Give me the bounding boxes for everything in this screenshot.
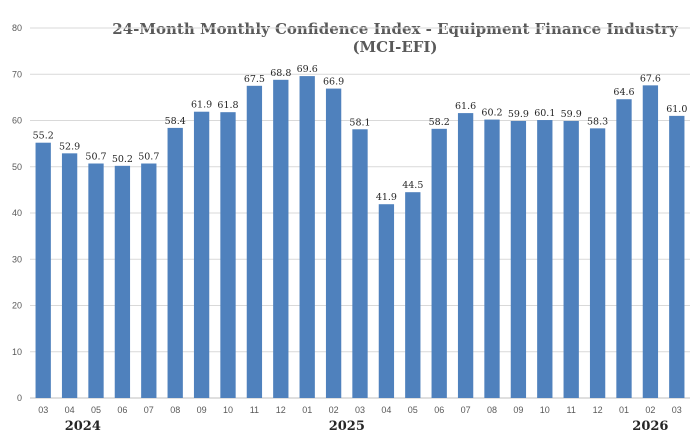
bar (537, 120, 553, 398)
data-label: 67.5 (244, 74, 265, 85)
x-tick-label: 03 (38, 405, 48, 415)
x-tick-label: 10 (223, 405, 233, 415)
y-tick-label: 10 (12, 347, 22, 357)
y-tick-label: 60 (12, 116, 22, 126)
bar (167, 127, 183, 399)
bar (299, 76, 315, 398)
bar (193, 111, 210, 399)
bar (220, 112, 236, 399)
x-tick-label: 01 (302, 405, 312, 415)
bar (510, 120, 527, 399)
year-label: 2025 (329, 419, 365, 434)
data-label: 58.3 (587, 116, 608, 127)
x-tick-label: 06 (434, 405, 444, 415)
bar (642, 85, 659, 398)
bar (405, 192, 421, 398)
data-label: 52.9 (59, 141, 80, 152)
bar (616, 99, 632, 398)
data-label: 67.6 (640, 73, 661, 84)
bar (431, 128, 447, 398)
y-tick-label: 30 (12, 254, 22, 264)
bar (141, 163, 157, 398)
bar (325, 88, 342, 399)
data-label: 61.8 (217, 100, 238, 111)
x-tick-label: 01 (619, 405, 629, 415)
bar (669, 115, 685, 398)
chart-title-line-1: 24-Month Monthly Confidence Index - Equi… (112, 20, 678, 38)
x-tick-label: 04 (381, 405, 391, 415)
data-label: 58.2 (429, 117, 450, 128)
y-tick-label: 20 (12, 301, 22, 311)
data-label: 50.2 (112, 154, 133, 165)
x-tick-label: 02 (329, 405, 339, 415)
bar (589, 128, 606, 399)
data-label: 50.7 (138, 152, 159, 163)
bar (352, 129, 368, 398)
data-label: 61.0 (666, 104, 687, 115)
x-tick-label: 09 (513, 405, 523, 415)
y-tick-label: 0 (17, 393, 22, 403)
bar (457, 113, 474, 398)
data-label: 58.4 (165, 116, 186, 127)
x-tick-label: 07 (461, 405, 471, 415)
x-tick-label: 03 (672, 405, 682, 415)
data-label: 61.9 (191, 100, 212, 111)
bar (246, 85, 263, 398)
data-label: 44.5 (402, 180, 423, 191)
data-label: 55.2 (33, 131, 54, 142)
x-tick-label: 08 (487, 405, 497, 415)
data-label: 61.6 (455, 101, 476, 112)
data-label: 59.9 (561, 109, 582, 120)
x-tick-label: 02 (645, 405, 655, 415)
data-label: 68.8 (270, 68, 291, 79)
x-tick-label: 11 (250, 405, 259, 415)
bar (61, 153, 78, 398)
data-label: 50.7 (85, 152, 106, 163)
data-label: 60.1 (534, 108, 555, 119)
bar (484, 119, 500, 398)
data-label: 60.2 (481, 108, 502, 119)
x-tick-label: 05 (408, 405, 418, 415)
data-label: 66.9 (323, 77, 344, 88)
bar (114, 165, 131, 398)
chart-title-line-2: (MCI-EFI) (352, 38, 438, 56)
x-tick-label: 11 (567, 405, 576, 415)
x-tick-label: 09 (197, 405, 207, 415)
year-label: 2024 (65, 419, 101, 434)
bar (35, 142, 51, 398)
y-tick-label: 50 (12, 162, 22, 172)
x-tick-label: 04 (65, 405, 75, 415)
bar (563, 120, 579, 399)
year-label: 2026 (632, 419, 668, 434)
bar (273, 79, 289, 399)
data-label: 58.1 (349, 117, 370, 128)
data-label: 64.6 (613, 87, 634, 98)
bar (378, 204, 395, 398)
x-tick-label: 08 (170, 405, 180, 415)
data-label: 69.6 (297, 64, 318, 75)
x-tick-label: 07 (144, 405, 154, 415)
y-tick-label: 80 (12, 23, 22, 33)
x-tick-label: 06 (117, 405, 127, 415)
x-tick-label: 12 (593, 405, 603, 415)
data-label: 41.9 (376, 192, 397, 203)
y-tick-label: 70 (12, 69, 22, 79)
y-tick-label: 40 (12, 208, 22, 218)
x-tick-label: 03 (355, 405, 365, 415)
data-label: 59.9 (508, 109, 529, 120)
bar (88, 163, 104, 398)
x-tick-label: 10 (540, 405, 550, 415)
x-tick-label: 12 (276, 405, 286, 415)
x-tick-label: 05 (91, 405, 101, 415)
